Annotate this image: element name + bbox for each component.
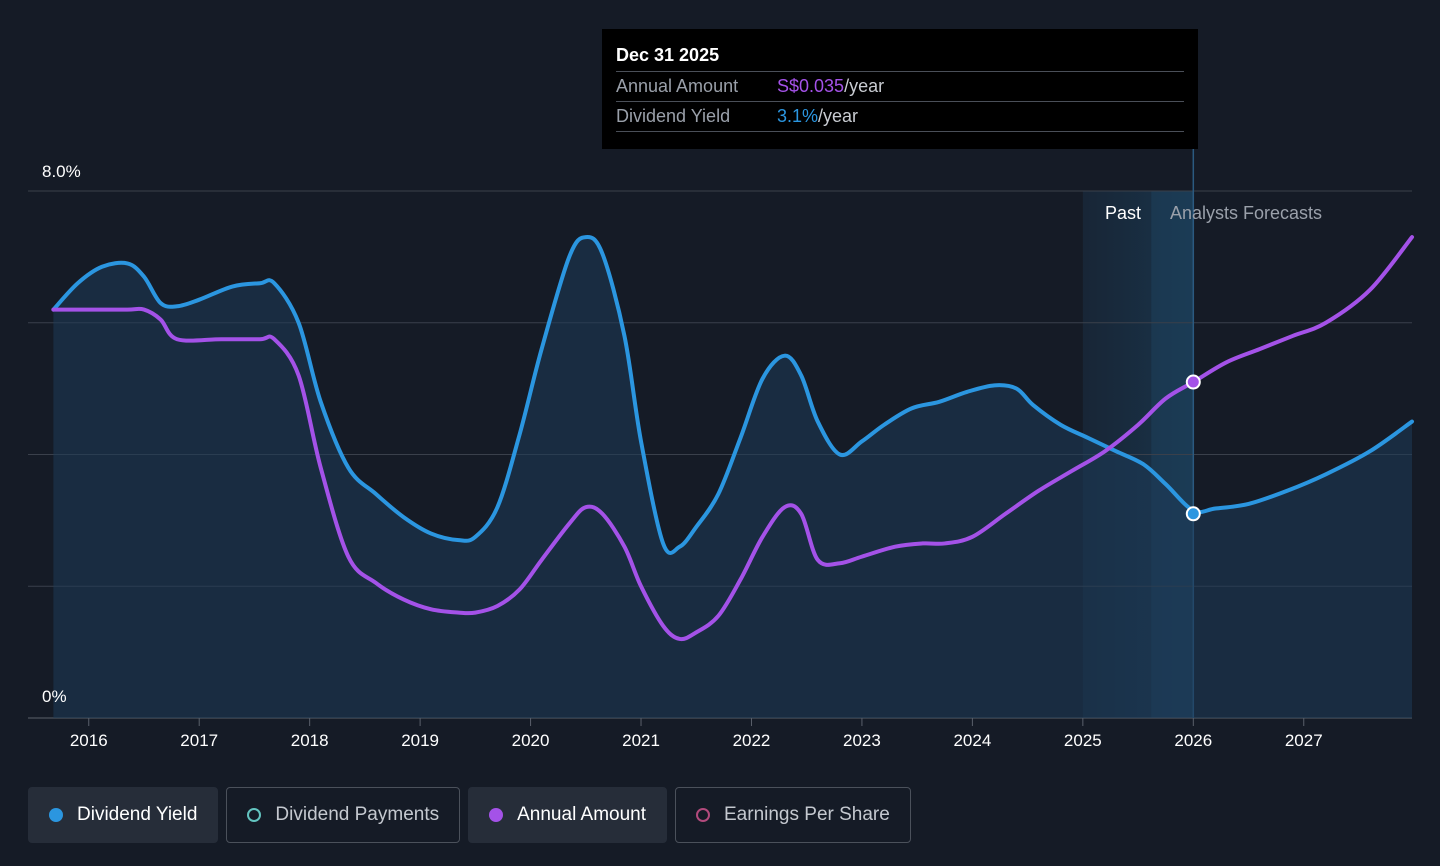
x-tick-label: 2027 — [1285, 731, 1323, 750]
tooltip-annual-amount-label: Annual Amount — [616, 76, 739, 96]
legend-dividend-payments-label: Dividend Payments — [275, 804, 440, 825]
series-markers — [1185, 374, 1201, 522]
legend-ring-icon — [247, 808, 262, 822]
tooltip-dividend-yield-row: Dividend Yield 3.1%/year — [616, 101, 1184, 132]
tooltip-annual-amount-value: S$0.035 — [777, 76, 845, 96]
past-region-label: Past — [1105, 203, 1141, 223]
tooltip-annual-amount-unit: /year — [844, 76, 885, 96]
legend-earnings-per-share-label: Earnings Per Share — [724, 804, 890, 825]
legend-dot-icon — [49, 808, 63, 822]
chart-tooltip: Dec 31 2025 Annual Amount S$0.035/year D… — [602, 29, 1198, 149]
legend-dividend-payments-button[interactable]: Dividend Payments — [226, 787, 461, 843]
legend-dividend-yield-button[interactable]: Dividend Yield — [28, 787, 219, 843]
series-lines — [51, 234, 1414, 642]
dividend-yield-area — [53, 236, 1412, 719]
tooltip-annual-amount-row: Annual Amount S$0.035/year — [616, 71, 1184, 101]
legend-annual-amount-label: Annual Amount — [517, 804, 646, 825]
x-tick-label: 2017 — [180, 731, 218, 750]
x-tick-label: 2020 — [512, 731, 550, 750]
forecast-region-label: Analysts Forecasts — [1170, 203, 1322, 223]
annual-amount-line — [51, 235, 1414, 642]
tooltip-dividend-yield-value: 3.1% — [777, 106, 819, 126]
legend-dividend-yield-label: Dividend Yield — [77, 804, 198, 825]
annual-amount-marker — [1185, 374, 1201, 390]
dividend-yield-line — [51, 234, 1414, 555]
dividend-yield-marker — [1185, 506, 1201, 522]
y-axis-min-label: 0% — [42, 687, 67, 706]
yield-area — [53, 236, 1412, 719]
x-tick-label: 2023 — [843, 731, 881, 750]
x-tick-label: 2025 — [1064, 731, 1102, 750]
tooltip-date: Dec 31 2025 — [616, 45, 720, 65]
chart-legend: Dividend Yield Dividend Payments Annual … — [28, 787, 911, 843]
x-tick-label: 2022 — [733, 731, 771, 750]
x-tick-label: 2021 — [622, 731, 660, 750]
y-axis: 8.0% 0% — [42, 162, 81, 706]
y-axis-max-label: 8.0% — [42, 162, 81, 181]
x-axis: 2016 2017 2018 2019 2020 2021 2022 2023 2024 2025… — [70, 718, 1323, 750]
legend-ring-icon — [696, 808, 710, 822]
legend-dot-icon — [489, 808, 504, 822]
legend-annual-amount-button[interactable]: Annual Amount — [468, 787, 667, 843]
x-tick-label: 2019 — [401, 731, 439, 750]
x-tick-label: 2018 — [291, 731, 329, 750]
x-tick-label: 2026 — [1174, 731, 1212, 750]
tooltip-dividend-yield-label: Dividend Yield — [616, 106, 731, 126]
legend-earnings-per-share-button[interactable]: Earnings Per Share — [675, 787, 911, 843]
x-tick-label: 2016 — [70, 731, 108, 750]
tooltip-dividend-yield-unit: /year — [818, 106, 859, 126]
x-tick-label: 2024 — [953, 731, 991, 750]
